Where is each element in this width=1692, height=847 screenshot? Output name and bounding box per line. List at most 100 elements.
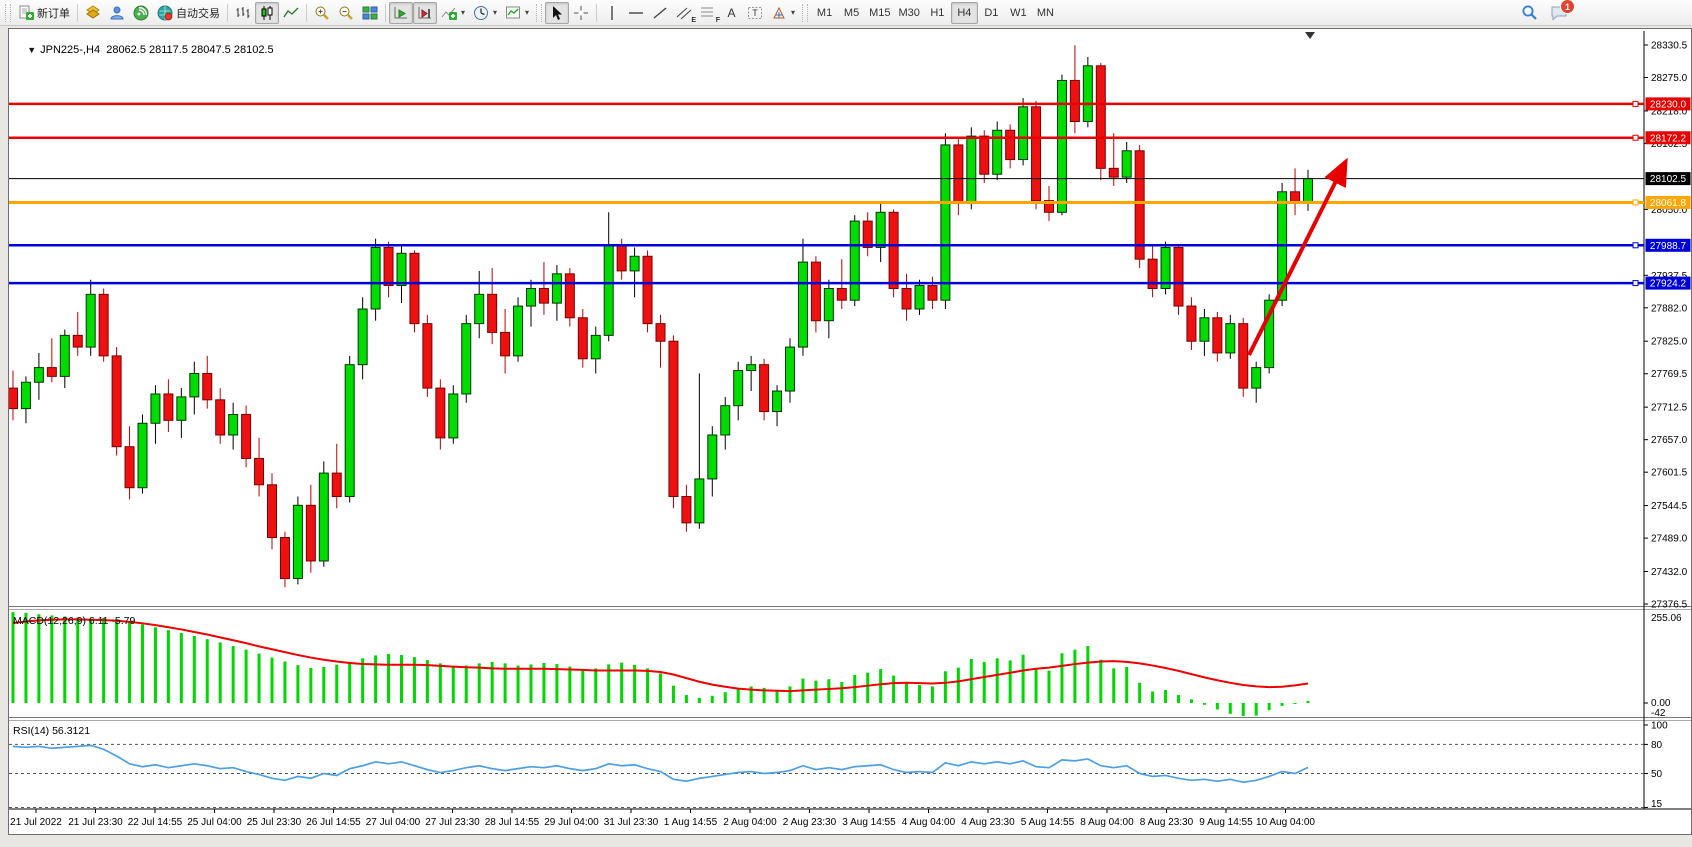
macd-histogram-bar — [827, 679, 831, 703]
candlestick-type-button[interactable] — [255, 1, 279, 24]
indicators-button[interactable]: ▾ — [437, 2, 469, 24]
horizontal-line-icon — [629, 11, 644, 14]
zoom-out-button[interactable] — [334, 2, 358, 24]
fibonacci-tool-button[interactable]: F — [696, 2, 720, 24]
time-axis-label: 25 Jul 23:30 — [247, 817, 302, 828]
timeframe-W1[interactable]: W1 — [1005, 2, 1032, 24]
community-button[interactable] — [105, 2, 129, 24]
candle — [590, 334, 601, 360]
candle — [746, 364, 757, 372]
auto-trading-button[interactable]: 自动交易 — [153, 2, 224, 24]
candle — [318, 472, 329, 562]
macd-histogram-bar — [956, 667, 960, 703]
candle — [1212, 317, 1223, 354]
trendline-tool-button[interactable] — [648, 2, 672, 24]
new-order-icon — [19, 5, 34, 20]
level-anchor[interactable] — [1632, 100, 1639, 107]
toolbar-grip[interactable] — [5, 3, 11, 22]
timeframe-M5[interactable]: M5 — [838, 2, 865, 24]
macd-histogram-bar — [879, 669, 883, 703]
candle — [914, 285, 925, 310]
macd-histogram-bar — [982, 661, 986, 703]
candle — [202, 372, 213, 401]
templates-button[interactable]: ▾ — [501, 2, 533, 24]
candle — [215, 399, 226, 436]
profile-button[interactable] — [81, 2, 105, 24]
toolbar: 新订单 自动交易 — [0, 0, 1692, 26]
notifications-button[interactable]: 1 — [1550, 0, 1575, 21]
timeframe-H4[interactable]: H4 — [950, 1, 978, 24]
timeframe-M30[interactable]: M30 — [894, 2, 923, 24]
chart-shift-marker[interactable] — [1305, 32, 1315, 39]
zoom-in-button[interactable] — [310, 2, 334, 24]
separator — [227, 3, 228, 22]
price-tag-label: 28230.0 — [1650, 99, 1687, 110]
channel-tool-button[interactable]: E — [672, 2, 696, 24]
level-anchor[interactable] — [1632, 242, 1639, 249]
macd-histogram-bar — [1112, 668, 1116, 703]
macd-histogram-bar — [309, 668, 313, 703]
chart-shift-button[interactable] — [413, 1, 437, 24]
candle — [564, 273, 575, 319]
level-anchor[interactable] — [1632, 280, 1639, 287]
tile-windows-button[interactable] — [358, 2, 382, 24]
timeframe-M15[interactable]: M15 — [865, 2, 894, 24]
time-axis-label: 27 Jul 04:00 — [366, 817, 421, 828]
timeframe-MN[interactable]: MN — [1032, 2, 1059, 24]
search-button[interactable] — [1517, 2, 1542, 24]
candle — [668, 340, 679, 498]
auto-scroll-button[interactable] — [389, 1, 413, 24]
macd-histogram-bar — [1008, 660, 1012, 703]
text-label-tool-button[interactable]: T — [743, 2, 767, 24]
timeframe-D1[interactable]: D1 — [978, 2, 1005, 24]
macd-histogram-bar — [853, 674, 857, 703]
timeframe-M1[interactable]: M1 — [811, 2, 838, 24]
new-order-button[interactable]: 新订单 — [14, 2, 74, 24]
macd-histogram-bar — [1047, 670, 1051, 703]
candle — [513, 305, 524, 357]
zoom-in-icon — [315, 6, 329, 20]
level-anchor[interactable] — [1632, 134, 1639, 141]
macd-histogram-bar — [749, 686, 753, 703]
indicators-add-icon — [441, 7, 457, 20]
cursor-tool-button[interactable] — [545, 1, 570, 24]
rsi-line — [12, 744, 1309, 784]
bar-chart-type-button[interactable] — [231, 2, 255, 24]
toolbar-grip[interactable] — [802, 3, 809, 22]
rsi-axis-label: 80 — [1651, 740, 1663, 751]
candle — [1069, 79, 1080, 122]
price-tag-label: 27924.2 — [1650, 279, 1687, 290]
text-tool-button[interactable]: A — [720, 2, 743, 24]
time-axis-label: 10 Aug 04:00 — [1256, 817, 1315, 828]
fibonacci-sub-label: F — [715, 16, 721, 24]
price-tick-label: 28218.0 — [1651, 106, 1688, 117]
macd-histogram-bar — [1151, 691, 1155, 703]
ohlc-bars-icon — [236, 6, 250, 18]
line-chart-type-button[interactable] — [279, 2, 303, 24]
candle — [629, 255, 640, 272]
horizontal-line-tool-button[interactable] — [624, 2, 648, 24]
auto-trading-label: 自动交易 — [176, 7, 220, 20]
macd-histogram-bar — [930, 686, 934, 703]
periods-button[interactable]: ▾ — [469, 2, 501, 24]
crosshair-tool-button[interactable] — [569, 2, 593, 24]
toolbar-grip[interactable] — [536, 3, 543, 22]
macd-histogram-bar — [866, 672, 870, 703]
arrows-tool-button[interactable]: ▾ — [767, 2, 799, 24]
chart-canvas[interactable]: 28330.5 28275.0 28218.0 28162.5 28050.0 27937… — [9, 29, 1691, 834]
vertical-line-tool-button[interactable] — [600, 2, 624, 24]
macd-histogram-bar — [141, 624, 144, 703]
macd-histogram-bar — [1021, 654, 1025, 703]
level-anchor[interactable] — [1632, 199, 1639, 206]
timeframe-H1[interactable]: H1 — [924, 2, 951, 24]
macd-histogram-bar — [192, 635, 196, 703]
candle — [461, 323, 472, 395]
price-tag-label: 28172.2 — [1650, 133, 1687, 144]
macd-histogram-bar — [1202, 703, 1206, 705]
trend-arrow[interactable] — [1247, 157, 1348, 356]
macd-histogram-bar — [412, 657, 416, 703]
macd-histogram-bar — [11, 612, 15, 703]
auto-scroll-icon — [394, 6, 407, 18]
candle — [254, 457, 265, 486]
signals-button[interactable] — [129, 2, 153, 24]
